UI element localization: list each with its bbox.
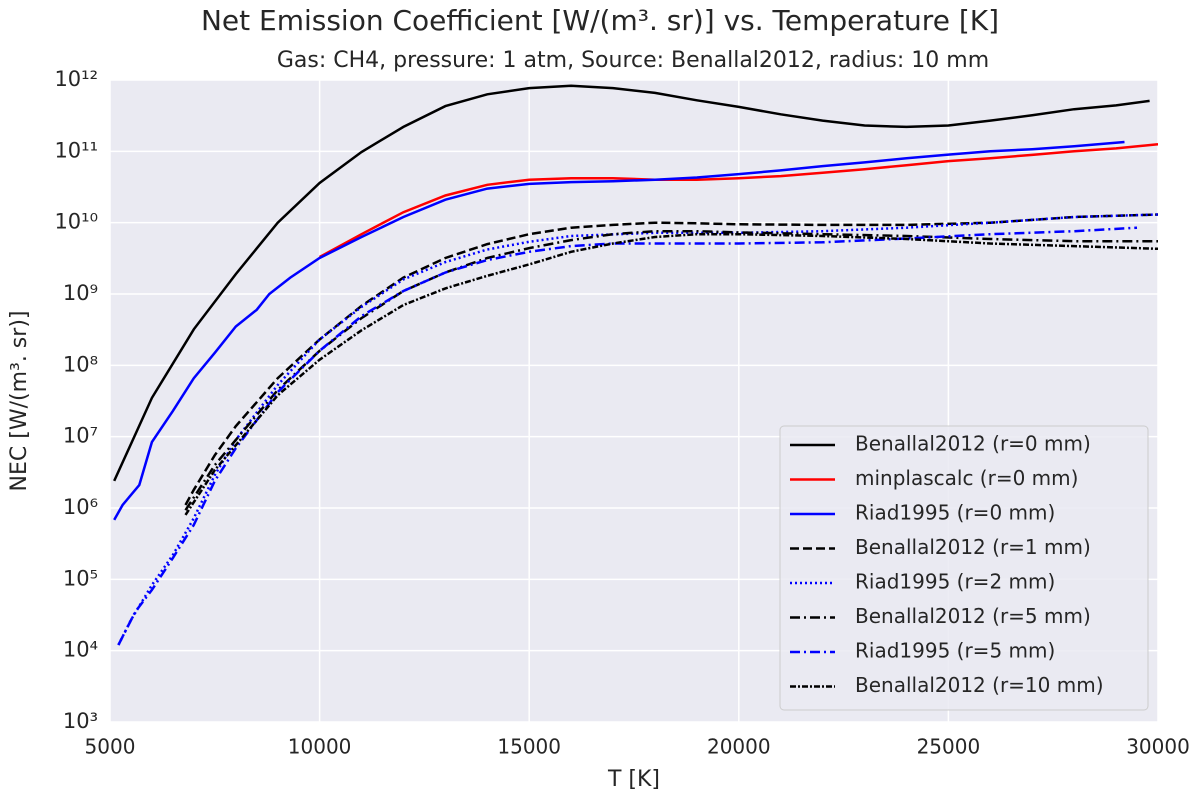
series-line <box>117 213 1158 646</box>
series-line <box>113 140 1125 521</box>
y-tick-label: 10¹¹ <box>54 138 98 162</box>
y-tick-label: 10¹² <box>54 67 98 91</box>
series-line <box>113 84 1150 482</box>
series-line <box>319 142 1158 259</box>
legend-label: Benallal2012 (r=10 mm) <box>855 673 1104 697</box>
series-line <box>117 226 1138 646</box>
series-line <box>184 232 1158 516</box>
legend-label: minplascalc (r=0 mm) <box>855 466 1078 490</box>
y-tick-label: 10³ <box>63 709 98 733</box>
x-tick-label: 15000 <box>497 735 561 759</box>
legend-label: Benallal2012 (r=5 mm) <box>855 604 1091 628</box>
y-tick-label: 10⁵ <box>63 566 98 590</box>
x-tick-label: 10000 <box>288 735 352 759</box>
y-axis-label: NEC [W/(m³. sr)] <box>7 311 32 492</box>
x-tick-label: 30000 <box>1126 735 1190 759</box>
legend-label: Riad1995 (r=5 mm) <box>855 639 1055 663</box>
y-tick-label: 10⁸ <box>63 352 98 376</box>
legend-box <box>779 425 1149 711</box>
x-tick-label: 5000 <box>85 735 136 759</box>
series-line <box>184 229 1158 511</box>
y-tick-label: 10⁴ <box>63 638 98 662</box>
legend-label: Riad1995 (r=2 mm) <box>855 570 1055 594</box>
y-tick-label: 10⁶ <box>63 495 98 519</box>
chart-title: Net Emission Coefficient [W/(m³. sr)] vs… <box>201 4 999 37</box>
legend-label: Benallal2012 (r=1 mm) <box>855 535 1091 559</box>
chart-subtitle: Gas: CH4, pressure: 1 atm, Source: Benal… <box>277 48 989 73</box>
y-tick-label: 10⁷ <box>63 424 98 448</box>
y-tick-label: 10¹⁰ <box>54 210 98 234</box>
y-tick-label: 10⁹ <box>63 281 98 305</box>
x-tick-label: 20000 <box>707 735 771 759</box>
legend-label: Benallal2012 (r=0 mm) <box>855 432 1091 456</box>
x-tick-label: 25000 <box>917 735 981 759</box>
x-axis-label: T [K] <box>607 767 660 792</box>
legend-label: Riad1995 (r=0 mm) <box>855 501 1055 525</box>
